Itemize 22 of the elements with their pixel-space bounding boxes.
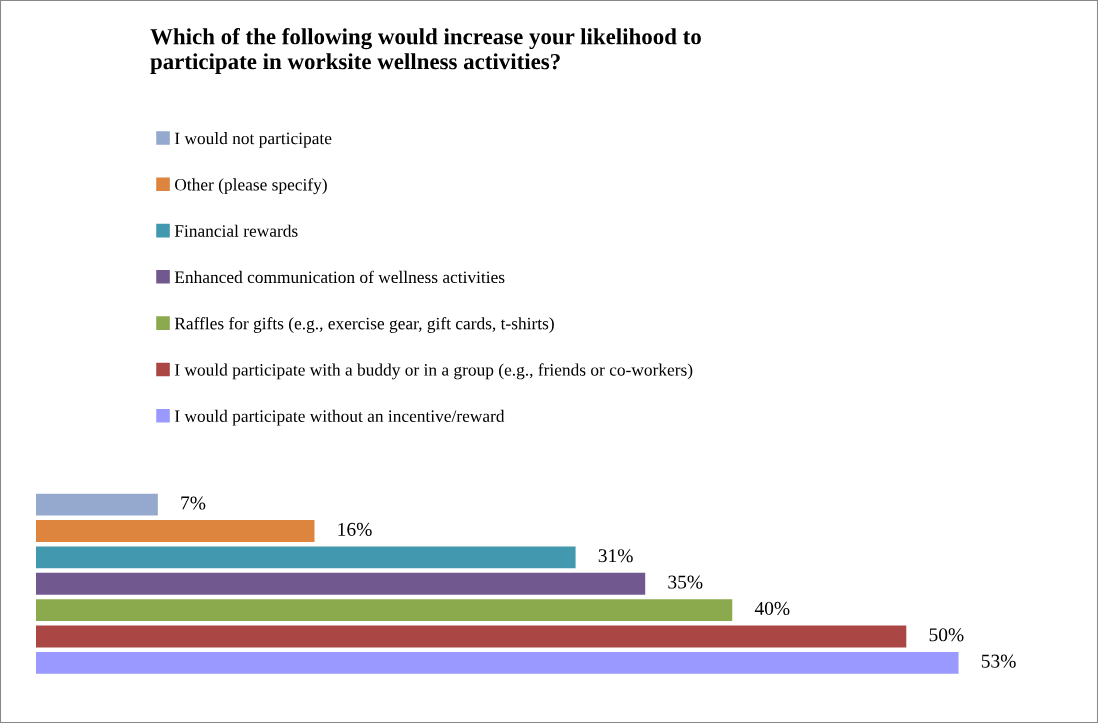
data-label: 7% — [181, 496, 206, 510]
data-label: 53% — [981, 654, 1016, 668]
legend-label: Raffles for gifts (e.g., exercise gear, gift cards, t-shirts) — [174, 316, 554, 333]
data-label: 40% — [754, 601, 790, 616]
legend-label: I would participate without an incentive/reward — [174, 409, 505, 426]
legend-label: Enhanced communication of wellness activities — [174, 270, 505, 284]
chart-title: Which of the following would increase your likelihood to participate in worksite wellness activities? — [150, 28, 701, 74]
bar — [36, 651, 959, 674]
legend-label: Other (please specify) — [175, 178, 327, 195]
legend-label: I would participate with a buddy or in a group (e.g., friends or co-workers) — [174, 363, 693, 380]
data-label: 31% — [598, 549, 633, 563]
bar — [36, 493, 158, 516]
data-label: 16% — [338, 522, 372, 536]
data-label: 50% — [929, 628, 964, 642]
bar — [36, 546, 576, 569]
legend-label: Financial rewards — [174, 224, 298, 237]
bar — [36, 520, 315, 542]
bar — [36, 625, 907, 648]
bar — [36, 572, 646, 595]
bar — [36, 599, 733, 622]
data-label: 35% — [668, 575, 703, 589]
legend-label: I would not participate — [174, 132, 332, 148]
